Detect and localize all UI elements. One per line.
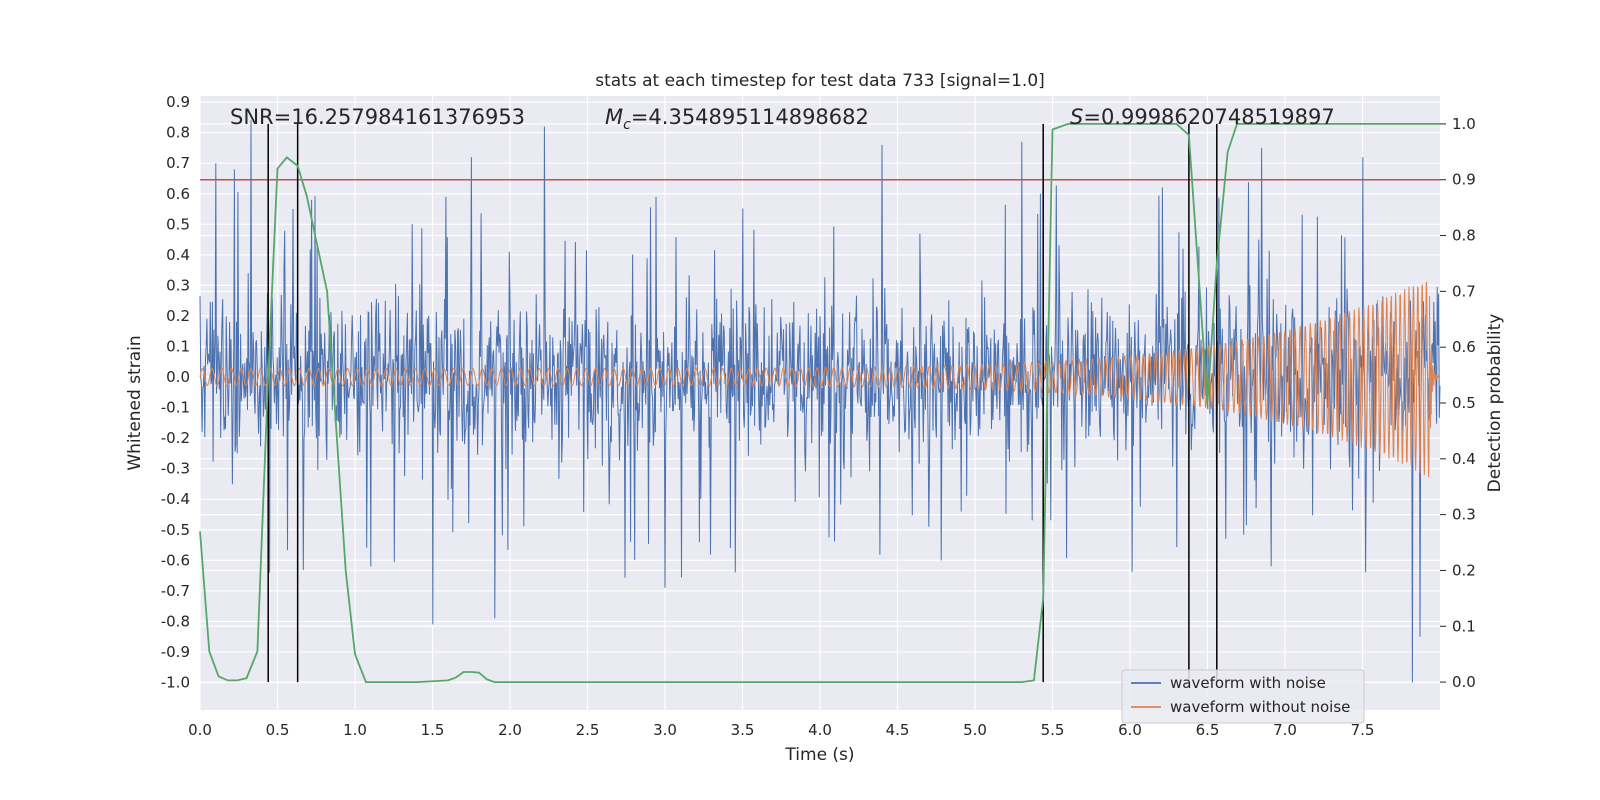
x-axis-ticks: 0.0 0.5 1.0 1.5 2.0 2.5 3.0 3.5 4.0 4.5 5.0 5.5 6.0 6… xyxy=(188,721,1374,739)
y2-tick-label: 0.0 xyxy=(1452,673,1476,691)
chirp-mass-value: =4.354895114898682 xyxy=(631,105,869,129)
legend: waveform with noise waveform without noi… xyxy=(1121,669,1365,724)
y2-axis-label: Detection probability xyxy=(1485,314,1505,493)
y2-tick-label: 0.7 xyxy=(1452,282,1476,300)
y2-axis-ticks: 0.0 0.1 0.2 0.3 0.4 0.5 0.6 0.7 0.8 0.9 1.0 xyxy=(1440,115,1476,691)
x-tick-label: 7.0 xyxy=(1273,721,1297,739)
snr-annotation: SNR=16.257984161376953 xyxy=(230,105,525,129)
series-detection-probability xyxy=(199,123,1440,683)
y-tick-label: 0.7 xyxy=(166,154,190,172)
y-tick-label: -1.0 xyxy=(161,674,190,692)
y2-tick-label: 0.3 xyxy=(1452,506,1476,524)
y-tick-label: 0.4 xyxy=(166,246,190,264)
chirp-mass-symbol: M xyxy=(605,105,623,129)
x-tick-label: 4.5 xyxy=(886,721,910,739)
score-annotation: S=0.9998620748519897 xyxy=(1070,105,1335,129)
score-value: =0.9998620748519897 xyxy=(1083,105,1334,129)
x-tick-label: 4.0 xyxy=(808,721,832,739)
x-tick-label: 1.0 xyxy=(343,721,367,739)
y2-tick-label: 0.5 xyxy=(1452,394,1476,412)
y-tick-label: -0.1 xyxy=(161,399,190,417)
x-tick-label: 0.0 xyxy=(188,721,212,739)
y-tick-label: -0.6 xyxy=(161,551,190,569)
y-tick-label: 0.1 xyxy=(166,337,190,355)
y-tick-label: -0.5 xyxy=(161,521,190,539)
y-tick-label: -0.4 xyxy=(161,490,190,508)
y-tick-label: 0.8 xyxy=(166,124,190,142)
chart-title: stats at each timestep for test data 733… xyxy=(595,71,1045,91)
y-tick-label: 0.6 xyxy=(166,185,190,203)
y-tick-label: -0.3 xyxy=(161,460,190,478)
x-tick-label: 2.5 xyxy=(576,721,600,739)
y2-tick-label: 0.9 xyxy=(1452,171,1476,189)
y-tick-label: 0.3 xyxy=(166,276,190,294)
x-tick-label: 3.5 xyxy=(731,721,755,739)
y2-tick-label: 0.8 xyxy=(1452,227,1476,245)
legend-box xyxy=(1121,669,1365,724)
y-tick-label: -0.9 xyxy=(161,643,190,661)
x-tick-label: 0.5 xyxy=(266,721,290,739)
y2-tick-label: 0.2 xyxy=(1452,561,1476,579)
legend-label-noisy: waveform with noise xyxy=(1170,674,1326,692)
y2-tick-label: 0.4 xyxy=(1452,450,1476,468)
vertical-markers xyxy=(267,123,1218,683)
y-tick-label: -0.2 xyxy=(161,429,190,447)
y2-tick-label: 1.0 xyxy=(1452,115,1476,133)
y-tick-label: -0.7 xyxy=(161,582,190,600)
y-axis-label: Whitened strain xyxy=(125,335,145,470)
y-tick-label: 0.5 xyxy=(166,215,190,233)
x-tick-label: 2.0 xyxy=(498,721,522,739)
chirp-mass-annotation: Mc=4.354895114898682 xyxy=(605,105,869,133)
y2-tick-label: 0.6 xyxy=(1452,338,1476,356)
y-tick-label: 0.0 xyxy=(166,368,190,386)
x-tick-label: 6.0 xyxy=(1118,721,1142,739)
x-axis-label: Time (s) xyxy=(784,745,854,765)
legend-label-clean: waveform without noise xyxy=(1170,698,1350,716)
x-tick-label: 5.0 xyxy=(963,721,987,739)
x-tick-label: 1.5 xyxy=(421,721,445,739)
x-tick-label: 6.5 xyxy=(1196,721,1220,739)
series-waveform-with-noise xyxy=(199,120,1441,683)
y-tick-label: 0.2 xyxy=(166,307,190,325)
x-tick-label: 3.0 xyxy=(653,721,677,739)
y2-tick-label: 0.1 xyxy=(1452,617,1476,635)
score-symbol: S xyxy=(1070,105,1083,129)
y-axis-ticks: -1.0 -0.9 -0.8 -0.7 -0.6 -0.5 -0.4 -0.3 -0.2 -0.1… xyxy=(161,93,190,691)
series-waveform-without-noise xyxy=(199,281,1441,478)
y-tick-label: 0.9 xyxy=(166,93,190,111)
chirp-mass-subscript: c xyxy=(623,117,631,133)
x-tick-label: 7.5 xyxy=(1351,721,1375,739)
y-tick-label: -0.8 xyxy=(161,612,190,630)
x-tick-label: 5.5 xyxy=(1041,721,1065,739)
